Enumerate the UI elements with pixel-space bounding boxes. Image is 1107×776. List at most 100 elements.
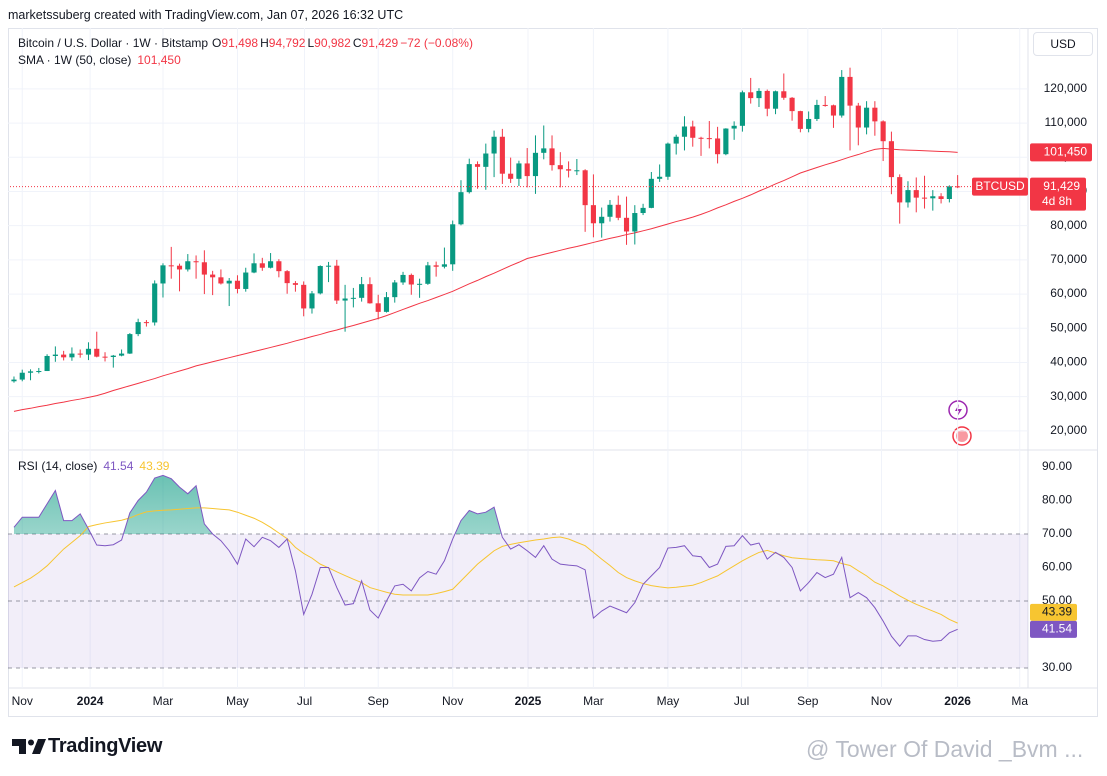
candle-body	[450, 224, 456, 265]
sma-price-label: 101,450	[1044, 144, 1088, 158]
x-tick-label: May	[657, 694, 680, 708]
candle-body	[648, 178, 654, 208]
event-icons	[948, 400, 972, 446]
candle-body	[748, 92, 754, 99]
sma-legend: SMA · 1W (50, close) 101,450	[18, 53, 183, 67]
x-tick-label: 2024	[77, 694, 104, 708]
candle-body	[417, 283, 423, 285]
frame	[8, 28, 1098, 717]
y-tick-label: 30,000	[1050, 389, 1087, 403]
candle-body	[880, 121, 886, 142]
candle-body	[317, 266, 323, 294]
candle-body	[913, 190, 919, 198]
candle-body	[657, 176, 663, 179]
ohlc-value: 91,498	[221, 36, 259, 50]
overbought-fill	[13, 475, 958, 534]
candle-body	[268, 261, 274, 268]
candle-body	[516, 163, 522, 179]
candle-body	[218, 277, 224, 284]
candle-body	[334, 265, 340, 301]
candle-body	[135, 322, 141, 335]
candle-body	[168, 265, 174, 267]
candle-body	[665, 143, 671, 177]
x-tick-label: Mar	[583, 694, 604, 708]
candle-body	[921, 197, 928, 199]
candle-body	[690, 126, 696, 138]
y-tick-label: 40,000	[1050, 355, 1087, 369]
ohlc-key: L	[307, 36, 315, 50]
candle-body	[673, 136, 679, 144]
candle-body	[251, 263, 257, 273]
author-line: marketssuberg created with TradingView.c…	[8, 8, 404, 22]
candle-body	[94, 348, 100, 357]
candle-body	[698, 137, 704, 139]
candle-body	[822, 104, 828, 106]
candle-body	[806, 118, 812, 129]
candle-body	[574, 170, 580, 172]
candle-body	[938, 196, 944, 199]
candle-body	[599, 216, 605, 224]
candle-body	[739, 92, 745, 126]
candle-body	[640, 207, 646, 214]
candle-body	[897, 177, 903, 203]
rsi-tick-label: 30.00	[1042, 660, 1072, 674]
candle-body	[359, 284, 365, 298]
candle-body	[433, 265, 439, 267]
candle-body	[549, 148, 555, 166]
candle-body	[814, 104, 820, 119]
candle-body	[143, 322, 149, 324]
sma-line	[13, 147, 958, 412]
candle-body	[234, 280, 241, 289]
candle-body	[69, 353, 75, 358]
candle-body	[152, 283, 158, 323]
candle-body	[193, 261, 199, 263]
candle-body	[847, 76, 853, 106]
candle-body	[185, 261, 191, 270]
candle-body	[325, 265, 332, 267]
candle-body	[77, 353, 83, 355]
candle-body	[623, 217, 630, 232]
candle-body	[582, 170, 588, 206]
candle-body	[723, 128, 729, 155]
candle-body	[383, 297, 390, 312]
rsi-ma-value: 43.39	[1042, 605, 1072, 619]
candle-body	[119, 353, 125, 356]
candle-body	[243, 272, 249, 289]
ohlc-key: O	[212, 36, 222, 50]
candle-body	[350, 297, 356, 299]
candle-body	[632, 213, 638, 232]
candle-body	[301, 284, 307, 309]
candle-body	[864, 107, 870, 128]
candle-body	[764, 90, 770, 109]
rsi-tick-label: 50.00	[1042, 593, 1072, 607]
candle-body	[541, 148, 547, 153]
candle-body	[508, 173, 514, 179]
candle-body	[284, 271, 290, 284]
y-tick-label: 80,000	[1050, 218, 1087, 232]
candle-body	[292, 283, 298, 285]
x-tick-label: Nov	[871, 694, 892, 708]
candle-body	[888, 141, 894, 178]
countdown: 4d 8h	[1042, 194, 1072, 208]
rsi-tick-label: 80.00	[1042, 493, 1072, 507]
candle-body	[715, 138, 721, 155]
candle-body	[309, 293, 315, 309]
candle-body	[483, 153, 489, 167]
candle-body	[930, 196, 936, 199]
candle-body	[259, 263, 265, 268]
rsi-ma-legend-value: 43.39	[139, 459, 170, 473]
last-price-box	[1030, 177, 1086, 211]
candle-body	[566, 169, 572, 171]
sma-value: 101,450	[137, 53, 181, 67]
rsi-ma-box	[1030, 603, 1077, 621]
x-tick-label: Mar	[153, 694, 174, 708]
candle-body	[400, 274, 406, 283]
rsi-legend-value: 41.54	[103, 459, 134, 473]
currency-button[interactable]: USD	[1033, 32, 1093, 56]
candle-body	[839, 76, 845, 116]
x-tick-label: Nov	[12, 694, 33, 708]
candle-body	[11, 379, 17, 382]
candle-body	[772, 91, 779, 109]
